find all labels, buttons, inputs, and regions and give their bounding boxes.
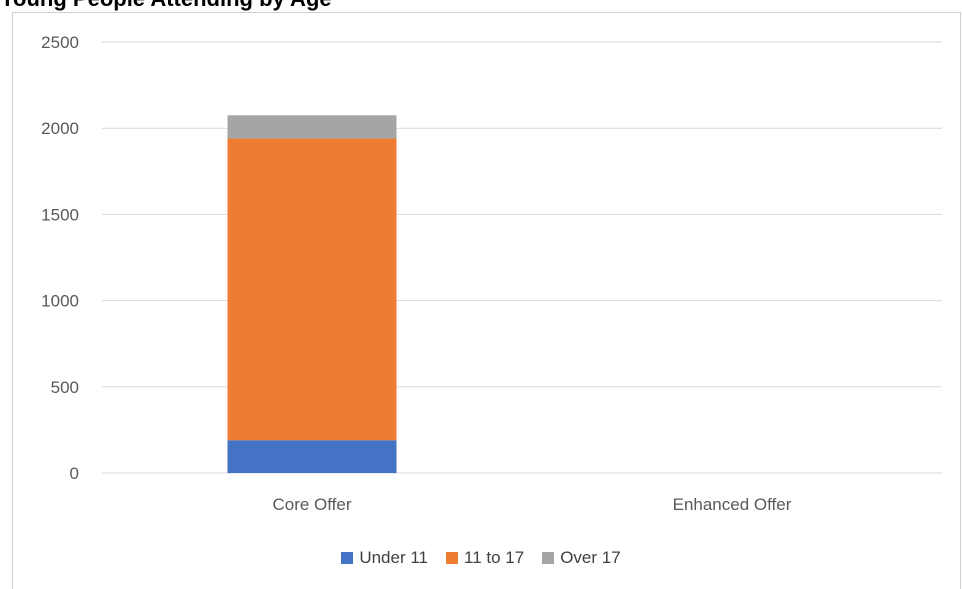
chart-plot: 0 500 1000 1500 2000 2500 Core Offer Enhanced … [41, 33, 942, 514]
y-tick-label: 500 [51, 378, 79, 397]
legend-label: 11 to 17 [464, 548, 525, 567]
bar-segment [227, 440, 397, 473]
x-category-label: Core Offer [272, 495, 351, 514]
legend-item: Over 17 [542, 548, 621, 568]
y-axis-ticks: 0 500 1000 1500 2000 2500 [41, 33, 79, 483]
y-tick-label: 0 [70, 464, 79, 483]
legend-swatch [341, 552, 354, 564]
bar-segment [227, 138, 397, 441]
y-tick-label: 2000 [41, 119, 79, 138]
legend-item: 11 to 17 [446, 548, 524, 568]
legend: Under 11 11 to 17 Over 17 [0, 546, 962, 570]
legend-swatch [446, 552, 458, 564]
x-category-label: Enhanced Offer [673, 495, 792, 514]
bars [227, 115, 397, 473]
chart-title: Young People Attending by Age [0, 0, 332, 12]
legend-label: Under 11 [359, 548, 428, 567]
chart-frame [12, 12, 961, 589]
legend-item: Under 11 [341, 548, 428, 568]
bar-segment [227, 115, 397, 139]
legend-swatch [542, 552, 555, 564]
legend-label: Over 17 [560, 548, 621, 567]
y-tick-label: 2500 [41, 33, 79, 52]
y-tick-label: 1500 [41, 205, 79, 224]
x-axis-labels: Core Offer Enhanced Offer [272, 495, 791, 514]
y-tick-label: 1000 [41, 292, 79, 311]
